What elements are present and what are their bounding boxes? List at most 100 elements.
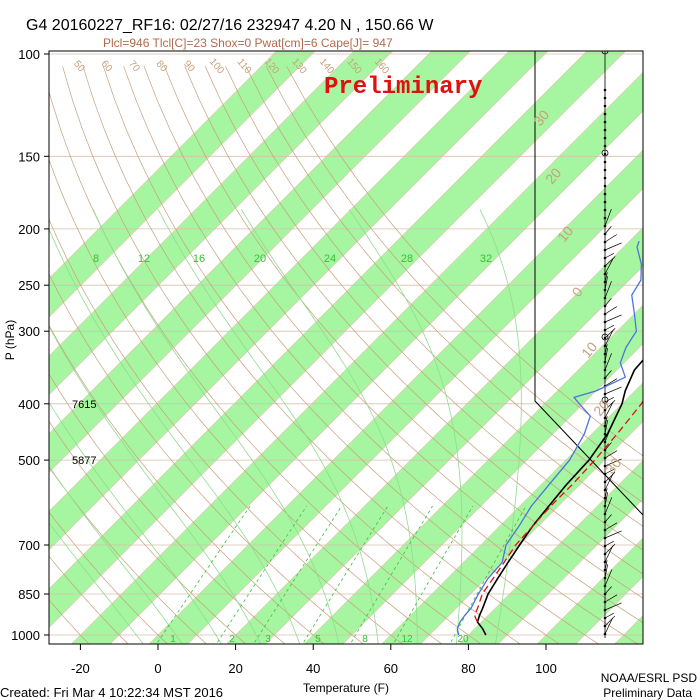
moist-adiabat — [92, 209, 340, 644]
wind-barb — [604, 450, 618, 459]
dry-adiabats — [49, 66, 643, 644]
mixing-ratio-label: 8 — [362, 634, 368, 645]
preliminary-data-note: Preliminary Data — [603, 686, 692, 700]
wind-barb-dot — [603, 104, 607, 108]
isotherm-line — [49, 51, 394, 396]
mixing-ratio-line — [156, 505, 251, 644]
calm-wind-circle — [601, 51, 609, 55]
wind-barb-dot — [603, 200, 607, 204]
dry-adiabat — [49, 158, 443, 644]
dry-adiabat — [62, 66, 521, 644]
wind-barb — [604, 314, 622, 323]
wind-barb-dot — [603, 160, 607, 164]
wind-barb — [604, 617, 614, 635]
dry-adiabat — [49, 373, 286, 644]
created-timestamp: Created: Fri Mar 4 10:22:34 MST 2016 — [0, 685, 223, 700]
y-tick-label: 500 — [18, 453, 40, 468]
moist-adiabat — [479, 209, 522, 644]
dry-adiabat — [49, 511, 168, 644]
dry-adiabat — [265, 66, 643, 480]
x-tick-label: -20 — [71, 661, 90, 676]
preliminary-stamp: Preliminary — [324, 74, 482, 101]
isotherm-line — [653, 51, 700, 644]
moist-adiabat — [49, 401, 222, 644]
series-line-temperature — [476, 358, 643, 636]
moist-adiabat — [348, 209, 463, 644]
dry-adiabat — [49, 420, 247, 644]
dry-adiabat — [82, 66, 560, 644]
wind-barb — [604, 256, 616, 267]
dry-adiabat — [49, 599, 90, 644]
y-tick-label: 700 — [18, 538, 40, 553]
dry-adiabat-label: 100 — [207, 56, 226, 76]
mixing-ratio-lines — [156, 505, 527, 644]
wind-barb — [604, 458, 622, 467]
wind-barb — [604, 560, 608, 571]
dry-adiabat — [225, 66, 643, 527]
wind-barb — [604, 564, 609, 579]
moist-adiabat — [240, 209, 418, 644]
wind-barb — [604, 328, 616, 339]
wind-barb — [604, 276, 608, 291]
dry-adiabat — [143, 66, 643, 624]
wind-barb — [604, 540, 614, 547]
y-tick-label: 200 — [18, 222, 40, 237]
wind-barb — [604, 442, 612, 451]
y-tick-label: 1000 — [11, 628, 40, 643]
moist-adiabat — [49, 465, 183, 644]
dry-adiabat — [49, 324, 325, 644]
wind-barb-dot — [603, 112, 607, 116]
dry-adiabat — [184, 66, 643, 575]
dry-adiabat — [49, 90, 482, 644]
dry-adiabat — [49, 273, 364, 644]
dry-adiabat — [286, 66, 643, 457]
x-tick-label: 20 — [228, 661, 242, 676]
calm-wind-circle — [601, 333, 609, 341]
wind-barb — [604, 416, 608, 427]
wind-barb — [604, 471, 616, 483]
wind-barb — [604, 488, 608, 499]
wind-barb — [604, 386, 622, 395]
dry-adiabat — [123, 66, 639, 644]
mixing-ratio-line — [215, 505, 307, 644]
dry-adiabat-label: 90 — [181, 59, 197, 75]
y-axis-label: P (hPa) — [3, 320, 17, 360]
y-tick-label: 150 — [18, 149, 40, 164]
wind-barb — [604, 545, 614, 563]
moist-adiabat — [49, 522, 144, 644]
wind-barb-dot — [603, 176, 607, 180]
mixing-ratio-label: 1 — [170, 634, 176, 645]
wind-barb — [604, 497, 613, 515]
wind-barb-dot — [603, 216, 607, 220]
mixing-ratio-label: 12 — [401, 634, 413, 645]
wind-barb — [604, 272, 608, 283]
wind-barb-dot — [603, 184, 607, 188]
wind-barb — [604, 344, 608, 355]
mixing-ratio-label: 24 — [324, 253, 336, 265]
height-label: 7615 — [72, 399, 96, 411]
plot-frame — [48, 50, 644, 645]
organization: NOAA/ESRL PSD — [601, 671, 698, 685]
dry-adiabat — [204, 66, 643, 551]
x-axis-label: Temperature (F) — [303, 681, 389, 695]
dry-adiabat — [49, 218, 404, 644]
y-tick-label: 400 — [18, 397, 40, 412]
wind-barb — [604, 209, 612, 227]
wind-barb — [604, 348, 608, 363]
dry-adiabat-label: 60 — [99, 59, 115, 75]
wind-barb-dot — [603, 96, 607, 100]
wind-barb-dot — [603, 144, 607, 148]
x-tick-label: 0 — [154, 661, 161, 676]
height-label: 5877 — [72, 455, 96, 467]
wind-barb — [604, 602, 622, 611]
wind-barb-dot — [603, 192, 607, 196]
wind-barb-dot — [603, 152, 607, 156]
wind-barb — [604, 400, 616, 411]
mixing-ratio-label: 5 — [315, 634, 321, 645]
wind-barb-dot — [603, 128, 607, 132]
calm-wind-circle — [601, 149, 609, 157]
wind-barb — [604, 329, 614, 347]
wind-barb-dot — [603, 208, 607, 212]
wind-barb — [604, 468, 614, 475]
